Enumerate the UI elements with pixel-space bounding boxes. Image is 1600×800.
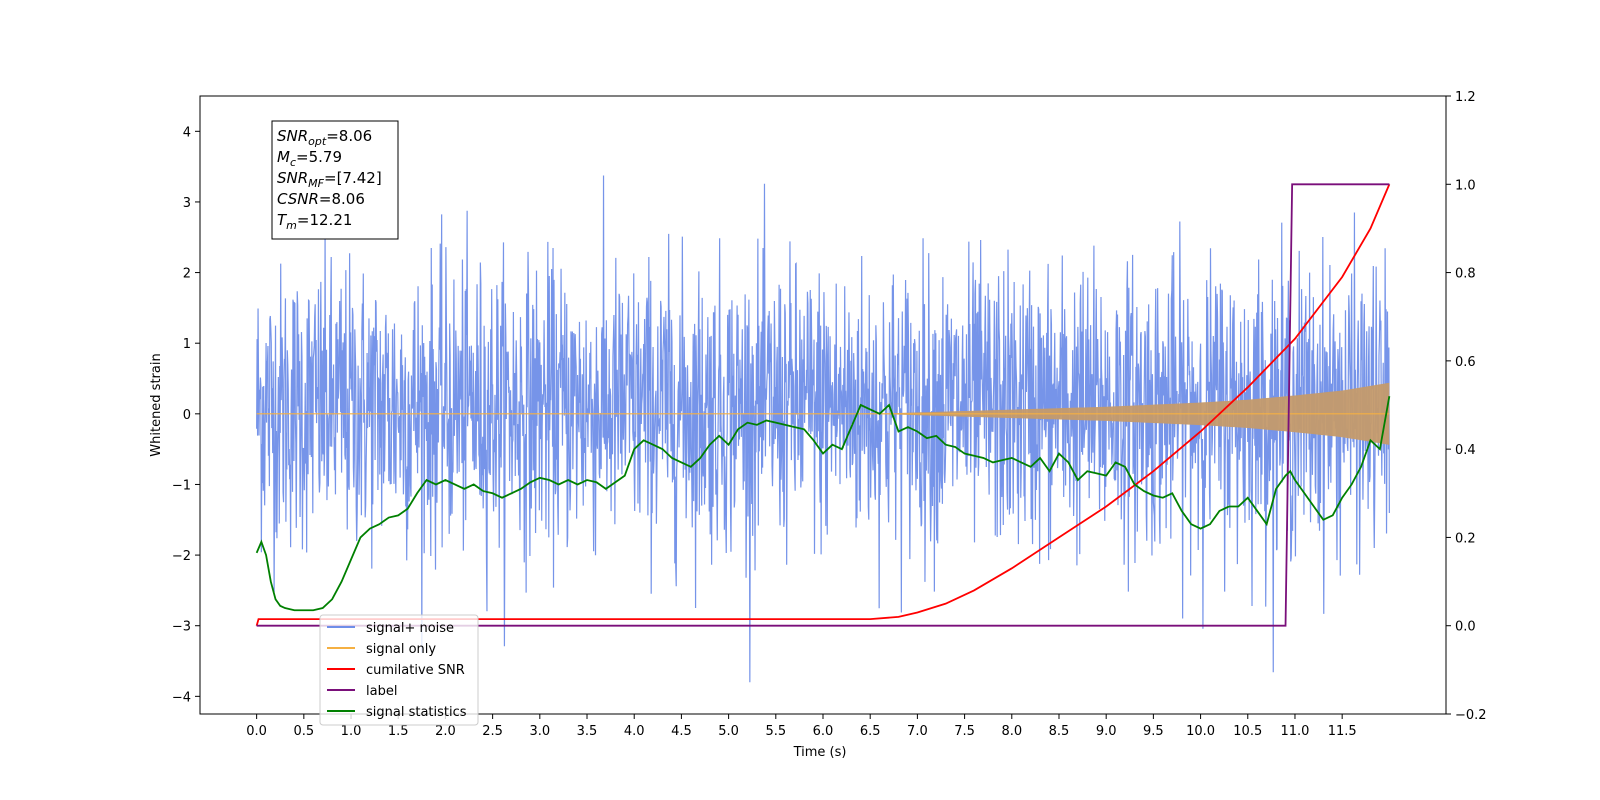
series-cumulative-snr-line bbox=[255, 183, 1391, 626]
legend-entry-label: signal only bbox=[366, 642, 436, 657]
y-left-tick-label: 2 bbox=[183, 267, 191, 282]
y-right-tick-label: 0.6 bbox=[1455, 355, 1476, 370]
x-tick-label: 3.5 bbox=[577, 724, 598, 739]
legend-entry-label: cumilative SNR bbox=[366, 663, 465, 678]
y-right-tick-label: 0.2 bbox=[1455, 531, 1476, 546]
x-tick-label: 9.0 bbox=[1096, 724, 1117, 739]
x-tick-label: 7.5 bbox=[954, 724, 975, 739]
x-tick-label: 10.0 bbox=[1186, 724, 1215, 739]
x-tick-label: 4.0 bbox=[624, 724, 645, 739]
x-tick-label: 8.0 bbox=[1001, 724, 1022, 739]
y-left-tick-label: −3 bbox=[172, 620, 191, 635]
stats-annotation-line: SNRopt=8.06 bbox=[277, 127, 372, 148]
y-axis-label-left: Whitened strain bbox=[149, 353, 164, 456]
y-left-tick-label: −1 bbox=[172, 478, 191, 493]
y-left-tick-label: 3 bbox=[183, 196, 191, 211]
x-tick-label: 5.0 bbox=[718, 724, 739, 739]
y-right-tick-label: 1.0 bbox=[1455, 178, 1476, 193]
x-tick-label: 0.5 bbox=[293, 724, 314, 739]
x-axis-label: Time (s) bbox=[793, 745, 847, 760]
x-tick-label: 2.5 bbox=[482, 724, 503, 739]
series-signal-noise-line bbox=[256, 175, 1390, 683]
x-tick-label: 5.5 bbox=[765, 724, 786, 739]
x-tick-label: 10.5 bbox=[1233, 724, 1262, 739]
y-right-tick-label: −0.2 bbox=[1455, 708, 1487, 723]
legend-entry-label: label bbox=[366, 684, 397, 699]
stats-annotation-line: CSNR=8.06 bbox=[277, 190, 365, 208]
x-tick-label: 6.0 bbox=[813, 724, 834, 739]
axis-ticks: 0.0 0.5 1.0 1.5 2.0 2.5 3.0 3.5 4.0 4.5 5.0 5.5 6.0 6… bbox=[172, 90, 1487, 739]
series-label-line bbox=[256, 183, 1390, 627]
x-tick-label: 11.5 bbox=[1328, 724, 1357, 739]
stats-annotation-line: SNRMF=[7.42] bbox=[277, 169, 382, 190]
y-left-tick-label: 1 bbox=[183, 337, 191, 352]
x-tick-label: 2.0 bbox=[435, 724, 456, 739]
x-tick-label: 3.0 bbox=[529, 724, 550, 739]
y-right-tick-label: 0.8 bbox=[1455, 267, 1476, 282]
x-tick-label: 9.5 bbox=[1143, 724, 1164, 739]
legend: signal+ noise signal only cumilative SNR la… bbox=[319, 614, 479, 726]
y-left-tick-label: −2 bbox=[172, 549, 191, 564]
plot-area bbox=[255, 175, 1391, 683]
legend-entry-label: signal+ noise bbox=[366, 621, 454, 636]
legend-entry-label: signal statistics bbox=[366, 705, 467, 720]
stats-annotation-line: Mc=5.79 bbox=[277, 148, 342, 169]
y-left-tick-label: −4 bbox=[172, 690, 191, 705]
x-tick-label: 1.5 bbox=[388, 724, 409, 739]
series-signal-statistics-line bbox=[255, 396, 1391, 612]
x-tick-label: 11.0 bbox=[1280, 724, 1309, 739]
legend-frame bbox=[319, 614, 479, 726]
x-tick-label: 7.0 bbox=[907, 724, 928, 739]
y-left-tick-label: 0 bbox=[183, 408, 191, 423]
y-left-tick-label: 4 bbox=[183, 125, 191, 140]
x-tick-label: 4.5 bbox=[671, 724, 692, 739]
x-tick-label: 8.5 bbox=[1049, 724, 1070, 739]
y-right-tick-label: 1.2 bbox=[1455, 90, 1476, 105]
y-right-tick-label: 0.4 bbox=[1455, 443, 1476, 458]
stats-annotation-frame bbox=[271, 120, 399, 240]
stats-annotation-line: Tm=12.21 bbox=[277, 211, 352, 232]
x-tick-label: 1.0 bbox=[341, 724, 362, 739]
x-tick-label: 6.5 bbox=[860, 724, 881, 739]
x-tick-label: 0.0 bbox=[246, 724, 267, 739]
y-right-tick-label: 0.0 bbox=[1455, 620, 1476, 635]
